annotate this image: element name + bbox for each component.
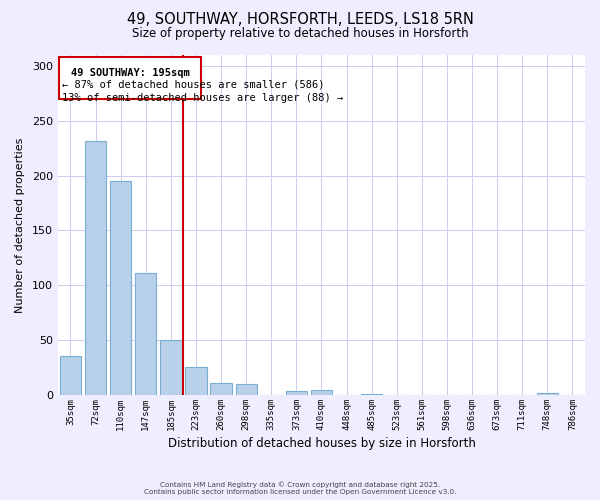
Text: Contains HM Land Registry data © Crown copyright and database right 2025.
Contai: Contains HM Land Registry data © Crown c… [144,482,456,495]
Bar [236,384,257,395]
Bar [361,394,382,395]
Bar [286,390,307,395]
Text: Size of property relative to detached houses in Horsforth: Size of property relative to detached ho… [131,28,469,40]
Text: ← 87% of detached houses are smaller (586)
13% of semi-detached houses are large: ← 87% of detached houses are smaller (58… [62,79,343,103]
Bar [60,356,81,395]
X-axis label: Distribution of detached houses by size in Horsforth: Distribution of detached houses by size … [167,437,475,450]
Bar [110,181,131,395]
Bar [185,366,206,395]
Text: 49, SOUTHWAY, HORSFORTH, LEEDS, LS18 5RN: 49, SOUTHWAY, HORSFORTH, LEEDS, LS18 5RN [127,12,473,28]
Bar [211,383,232,395]
Bar [85,140,106,395]
Y-axis label: Number of detached properties: Number of detached properties [15,138,25,312]
FancyBboxPatch shape [59,57,201,99]
Bar [160,340,182,395]
Bar [536,393,558,395]
Bar [311,390,332,395]
Text: 49 SOUTHWAY: 195sqm: 49 SOUTHWAY: 195sqm [71,68,190,78]
Bar [135,274,157,395]
